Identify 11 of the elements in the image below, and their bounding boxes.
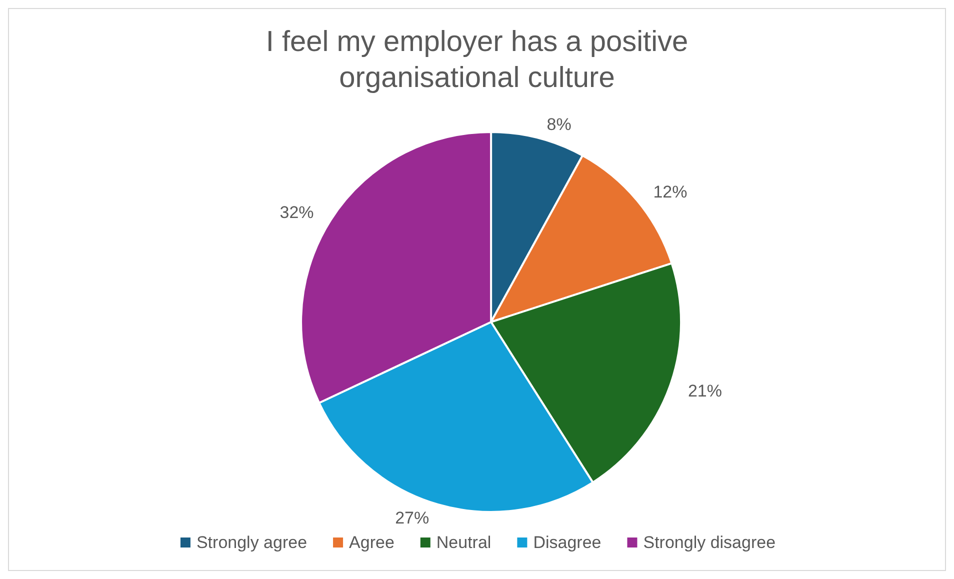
- legend-label: Disagree: [533, 533, 602, 552]
- data-label: 8%: [546, 114, 572, 134]
- data-label: 27%: [395, 508, 430, 528]
- legend-label: Strongly agree: [196, 533, 308, 552]
- legend-label: Neutral: [436, 533, 492, 552]
- legend-label: Strongly disagree: [643, 533, 776, 552]
- data-label: 12%: [653, 182, 688, 202]
- legend-label: Agree: [349, 533, 394, 552]
- data-label: 32%: [280, 203, 314, 222]
- chart-title: I feel my employer has a positive organisational culture: [266, 26, 688, 94]
- data-label: 21%: [688, 382, 722, 401]
